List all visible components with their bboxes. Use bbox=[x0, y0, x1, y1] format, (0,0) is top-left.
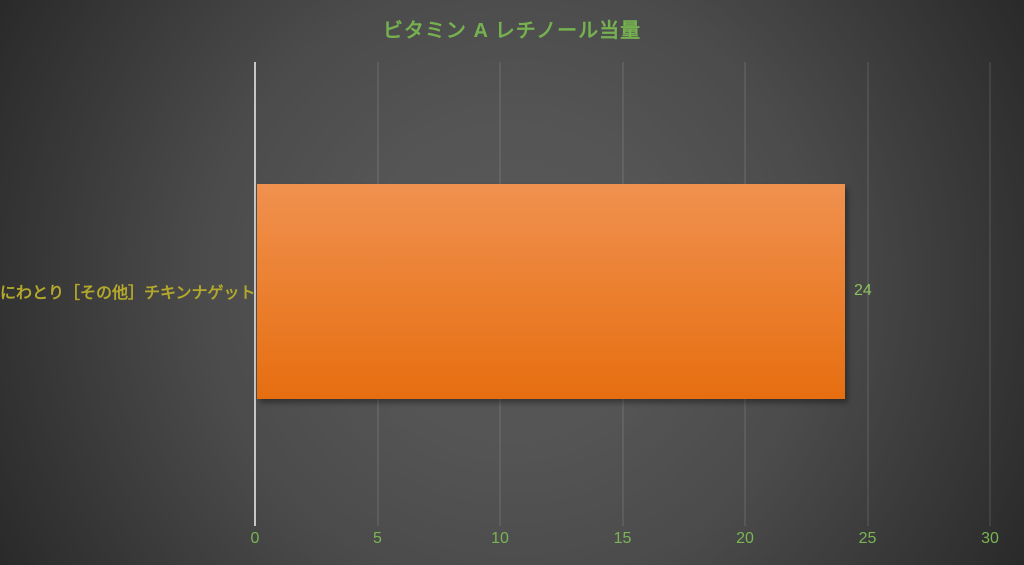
x-axis-tick-label: 15 bbox=[613, 530, 632, 547]
x-axis-tick-labels: 0 5 10 15 20 25 30 bbox=[251, 530, 999, 552]
bar-series-0[interactable] bbox=[257, 184, 845, 399]
x-axis-tick-label: 0 bbox=[250, 530, 260, 547]
category-label: にわとり［その他］チキンナゲット bbox=[0, 285, 256, 302]
x-axis-tick-label: 30 bbox=[981, 530, 999, 547]
x-axis-tick-label: 5 bbox=[373, 530, 382, 547]
gridline bbox=[989, 62, 991, 526]
x-axis-tick-label: 10 bbox=[491, 530, 509, 547]
y-axis-line bbox=[254, 62, 256, 526]
gridline bbox=[867, 62, 868, 526]
plot-area: 24 bbox=[254, 62, 991, 526]
x-axis-tick-label: 20 bbox=[736, 530, 754, 547]
chart-title: ビタミン A レチノール当量 bbox=[382, 20, 642, 42]
data-label: 24 bbox=[854, 282, 872, 299]
x-axis-tick-label: 25 bbox=[858, 530, 877, 547]
